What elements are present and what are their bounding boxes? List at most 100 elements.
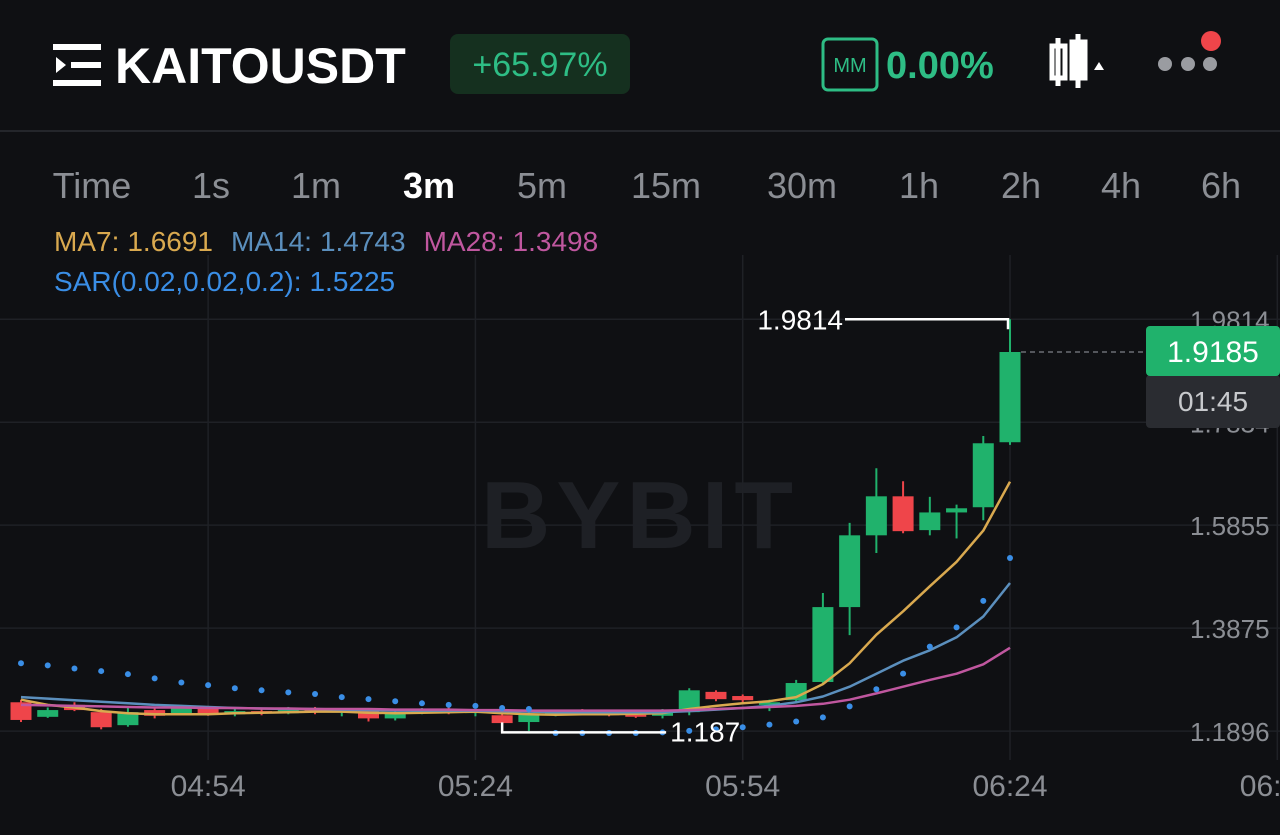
symbol[interactable]: KAITOUSDT xyxy=(115,38,406,94)
change-badge xyxy=(450,34,630,94)
sar-dot xyxy=(472,702,479,709)
candle-body xyxy=(999,351,1021,443)
y-tick-label: 1.3875 xyxy=(1190,614,1270,644)
legend-value: 1.6691 xyxy=(127,226,213,257)
sar-dot xyxy=(178,679,185,686)
high-label: 1.9814 xyxy=(757,304,843,335)
sar-dot xyxy=(739,724,746,731)
sar-dot xyxy=(980,597,987,604)
indicator-legend: SAR(0.02,0.02,0.2): 1.5225 xyxy=(54,266,395,297)
timeframe[interactable]: 15m xyxy=(631,165,701,206)
change-text: +65.97% xyxy=(472,46,607,84)
dot xyxy=(1203,57,1217,71)
sar-dot xyxy=(205,682,212,689)
sar-dot xyxy=(846,703,853,710)
sar-dot xyxy=(151,675,158,682)
candle-body xyxy=(357,710,379,719)
candle-body xyxy=(678,690,700,713)
x-tick-label: 04:54 xyxy=(171,770,246,803)
last-price-box xyxy=(1146,325,1280,376)
legend-name: SAR(0.02,0.02,0.2): xyxy=(54,266,301,297)
dot xyxy=(1158,57,1172,71)
candle-body xyxy=(919,512,941,531)
sar-dot xyxy=(525,706,532,713)
candle-body xyxy=(732,696,754,701)
x-tick-label: 05:24 xyxy=(438,770,513,803)
timeframe[interactable]: 4h xyxy=(1101,165,1141,206)
timeframe[interactable]: 5m xyxy=(517,165,567,206)
sar-dot xyxy=(338,694,345,701)
candle-body xyxy=(518,714,540,723)
sar-dot xyxy=(445,701,452,708)
timeframe[interactable]: 1m xyxy=(291,165,341,206)
candle-body xyxy=(705,691,727,700)
countdown-box xyxy=(1146,374,1280,428)
sar-dot xyxy=(712,726,719,733)
ma-line xyxy=(20,646,1011,712)
candle-body xyxy=(144,710,166,716)
sar-dot xyxy=(71,665,78,672)
sar-dot xyxy=(926,643,933,650)
more-menu[interactable] xyxy=(1158,31,1221,71)
candle-body xyxy=(839,535,861,608)
timeframe-bar: Time 1s 1m 3m 5m 15m 30m 1h 2h 4h 6h xyxy=(53,165,1241,206)
overlays: 1.98141.78341.58551.38751.189604:5405:24… xyxy=(171,304,1280,803)
candle-body xyxy=(865,496,887,536)
y-tick-label: 1.5855 xyxy=(1190,511,1270,541)
candle-body xyxy=(892,496,914,532)
low-label: 1.187 xyxy=(670,716,740,747)
legend-value: 1.4743 xyxy=(320,226,406,257)
candle-body xyxy=(117,712,139,726)
timeframe[interactable]: 30m xyxy=(767,165,837,206)
timeframe[interactable]: Time xyxy=(53,165,132,206)
mm-rate: 0.00% xyxy=(886,45,994,87)
low-marker xyxy=(500,722,667,734)
timeframe[interactable]: 1h xyxy=(899,165,939,206)
x-tick-label: 06:24 xyxy=(972,770,1047,803)
candle-body xyxy=(758,702,780,705)
timeframe[interactable]: 3m xyxy=(403,165,455,206)
chart-type-icon[interactable] xyxy=(1049,34,1104,88)
timeframe[interactable]: 1s xyxy=(192,165,230,206)
candle-body xyxy=(170,706,192,714)
menu-icon[interactable] xyxy=(53,44,101,86)
legend-value: 1.5225 xyxy=(309,266,395,297)
indicator-legend: MA7: 1.6691 MA14: 1.4743 MA28: 1.3498 xyxy=(54,226,598,257)
candle-body xyxy=(90,712,112,728)
sar-dot xyxy=(873,686,880,693)
notification-dot xyxy=(1201,31,1221,51)
menu-arrow xyxy=(56,57,66,73)
sar-dot xyxy=(365,696,372,703)
x-tick-label: 06:54 xyxy=(1240,770,1280,803)
dot xyxy=(1181,57,1195,71)
sar-dot xyxy=(900,670,907,677)
sar-dot xyxy=(312,690,319,697)
sar-dot xyxy=(819,714,826,721)
legend-name: MA28: xyxy=(424,226,505,257)
sar-dot xyxy=(392,698,399,705)
sar-dot xyxy=(124,671,131,678)
candle-body xyxy=(946,508,968,513)
candle-body xyxy=(972,443,994,508)
icon-caret xyxy=(1094,62,1104,70)
legend-value: 1.3498 xyxy=(513,226,599,257)
timeframe[interactable]: 2h xyxy=(1001,165,1041,206)
legend-name: MA7: xyxy=(54,226,119,257)
sar-dot xyxy=(18,660,24,667)
sar-dot xyxy=(231,685,238,692)
watermark: BYBIT xyxy=(481,462,799,569)
candle-body xyxy=(37,710,59,717)
countdown: 01:45 xyxy=(1178,386,1248,417)
sar-dot xyxy=(44,662,51,669)
ma-line xyxy=(20,481,1012,717)
sar-dot xyxy=(98,668,105,675)
mm-badge[interactable] xyxy=(821,37,879,92)
timeframe[interactable]: 6h xyxy=(1201,165,1241,206)
sar-dot xyxy=(686,727,693,734)
sar-dot xyxy=(418,700,425,707)
sar-dot xyxy=(499,704,506,711)
candle-body xyxy=(384,712,406,719)
